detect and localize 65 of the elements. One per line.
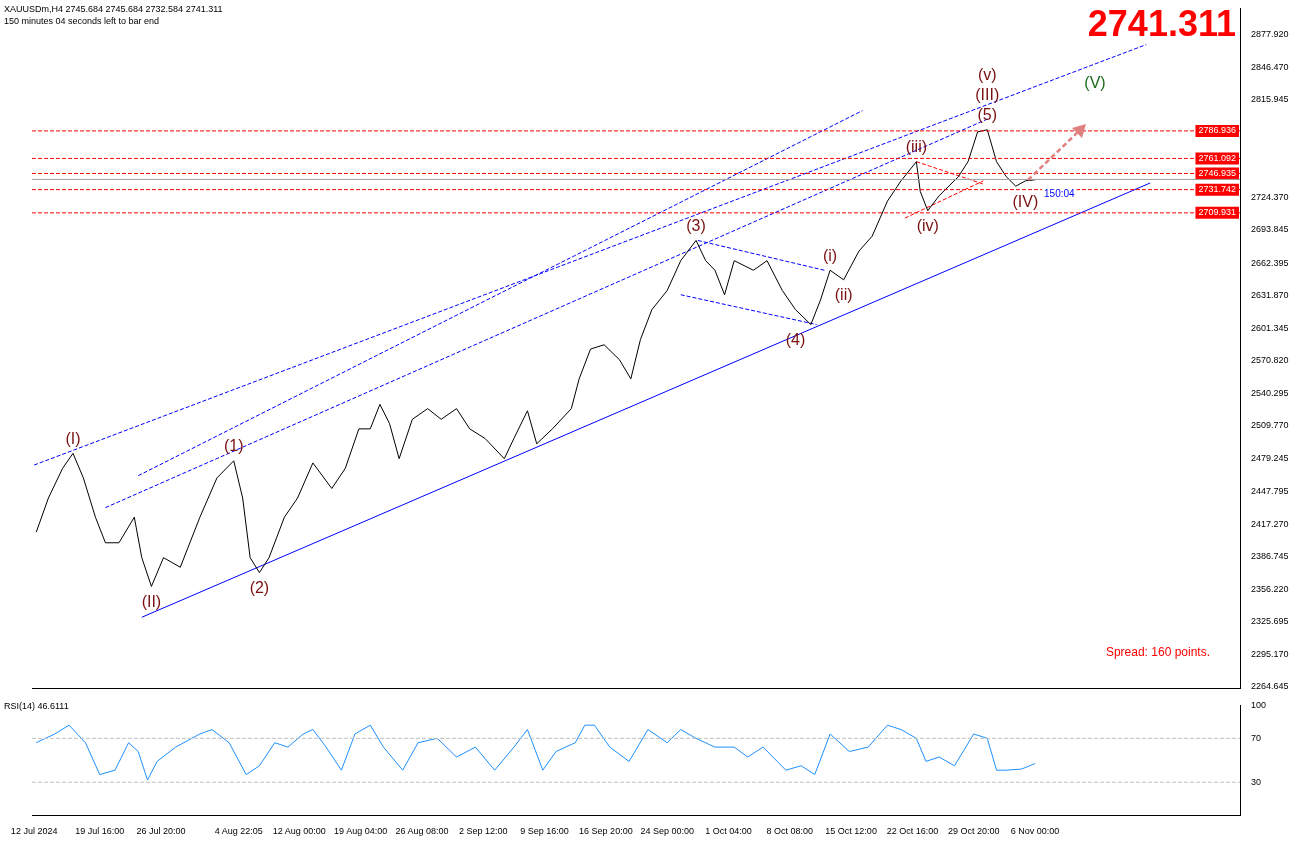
annotation: (II) <box>141 592 162 610</box>
y-tick-label: 2386.745 <box>1251 551 1289 562</box>
y-tick-label: 2815.945 <box>1251 94 1289 105</box>
y-tick-label: 2601.345 <box>1251 322 1289 333</box>
annotation: (iv) <box>916 217 939 235</box>
y-tick-label: 2295.170 <box>1251 648 1289 659</box>
annotation: 150:04 <box>1044 187 1076 199</box>
x-tick-label: 24 Sep 00:00 <box>640 826 694 837</box>
annotation: Spread: 160 points. <box>1105 644 1210 659</box>
y-tick-label: 2479.245 <box>1251 452 1289 463</box>
y-tick-label: 30 <box>1251 776 1262 787</box>
ref-line-label: 2731.742 <box>1198 184 1237 195</box>
annotation: (1) <box>223 437 244 455</box>
y-tick-label: 2264.645 <box>1251 681 1289 692</box>
x-tick-label: 16 Sep 20:00 <box>579 826 633 837</box>
x-tick-label: 6 Nov 00:00 <box>1010 826 1060 837</box>
annotation: (4) <box>785 330 806 348</box>
x-tick-label: 26 Aug 08:00 <box>395 826 449 837</box>
ref-line-label: 2746.935 <box>1198 167 1237 178</box>
annotation: (5) <box>977 106 998 124</box>
x-tick-label: 1 Oct 04:00 <box>705 826 752 837</box>
y-tick-label: 100 <box>1251 699 1267 710</box>
y-tick-label: 70 <box>1251 732 1262 743</box>
annotation: (I) <box>65 429 81 447</box>
y-tick-label: 2509.770 <box>1251 420 1289 431</box>
annotation: (IV) <box>1012 192 1039 210</box>
x-tick-label: 15 Oct 12:00 <box>825 826 877 837</box>
chart-title: XAUUSDm,H4 2745.684 2745.684 2732.584 2741.311 <box>4 4 223 14</box>
x-tick-label: 22 Oct 16:00 <box>886 826 939 837</box>
y-tick-label: 2540.295 <box>1251 387 1289 398</box>
annotation: (2) <box>249 578 270 596</box>
x-tick-label: 12 Jul 2024 <box>10 826 58 837</box>
y-tick-label: 2693.845 <box>1251 224 1289 235</box>
annotation: (3) <box>686 216 706 234</box>
y-tick-label: 2447.795 <box>1251 486 1289 497</box>
x-tick-label: 29 Oct 20:00 <box>947 826 1000 837</box>
chart-title: RSI(14) 46.6111 <box>4 701 69 711</box>
y-tick-label: 2417.270 <box>1251 518 1289 529</box>
y-tick-label: 2877.920 <box>1251 28 1289 39</box>
ref-line-label: 2761.092 <box>1198 152 1237 163</box>
y-tick-label: 2570.820 <box>1251 355 1289 366</box>
ref-line-label: 2786.936 <box>1198 125 1237 136</box>
y-tick-label: 2325.695 <box>1251 616 1289 627</box>
x-tick-label: 26 Jul 20:00 <box>136 826 186 837</box>
annotation: (v) <box>977 66 997 84</box>
x-tick-label: 2 Sep 12:00 <box>458 826 508 837</box>
annotation: (i) <box>822 246 838 264</box>
x-tick-label: 19 Jul 16:00 <box>75 826 125 837</box>
text: 150 minutes 04 seconds left to bar end <box>4 16 160 26</box>
y-tick-label: 2631.870 <box>1251 290 1289 301</box>
annotation: (iii) <box>905 138 928 156</box>
x-tick-label: 19 Aug 04:00 <box>334 826 388 837</box>
annotation: (III) <box>975 86 1000 104</box>
y-tick-label: 2356.220 <box>1251 583 1289 594</box>
ref-line-label: 2709.931 <box>1198 207 1237 218</box>
x-tick-label: 12 Aug 00:00 <box>272 826 326 837</box>
annotation: (ii) <box>834 286 853 304</box>
x-tick-label: 9 Sep 16:00 <box>520 826 569 837</box>
y-tick-label: 2662.395 <box>1251 257 1289 268</box>
annotation: (V) <box>1084 73 1106 91</box>
annotation: 2741.311 <box>1087 2 1236 44</box>
x-tick-label: 8 Oct 08:00 <box>766 826 814 837</box>
y-tick-label: 2846.470 <box>1251 61 1289 72</box>
x-tick-label: 4 Aug 22:05 <box>214 826 263 837</box>
y-tick-label: 2724.370 <box>1251 191 1289 202</box>
